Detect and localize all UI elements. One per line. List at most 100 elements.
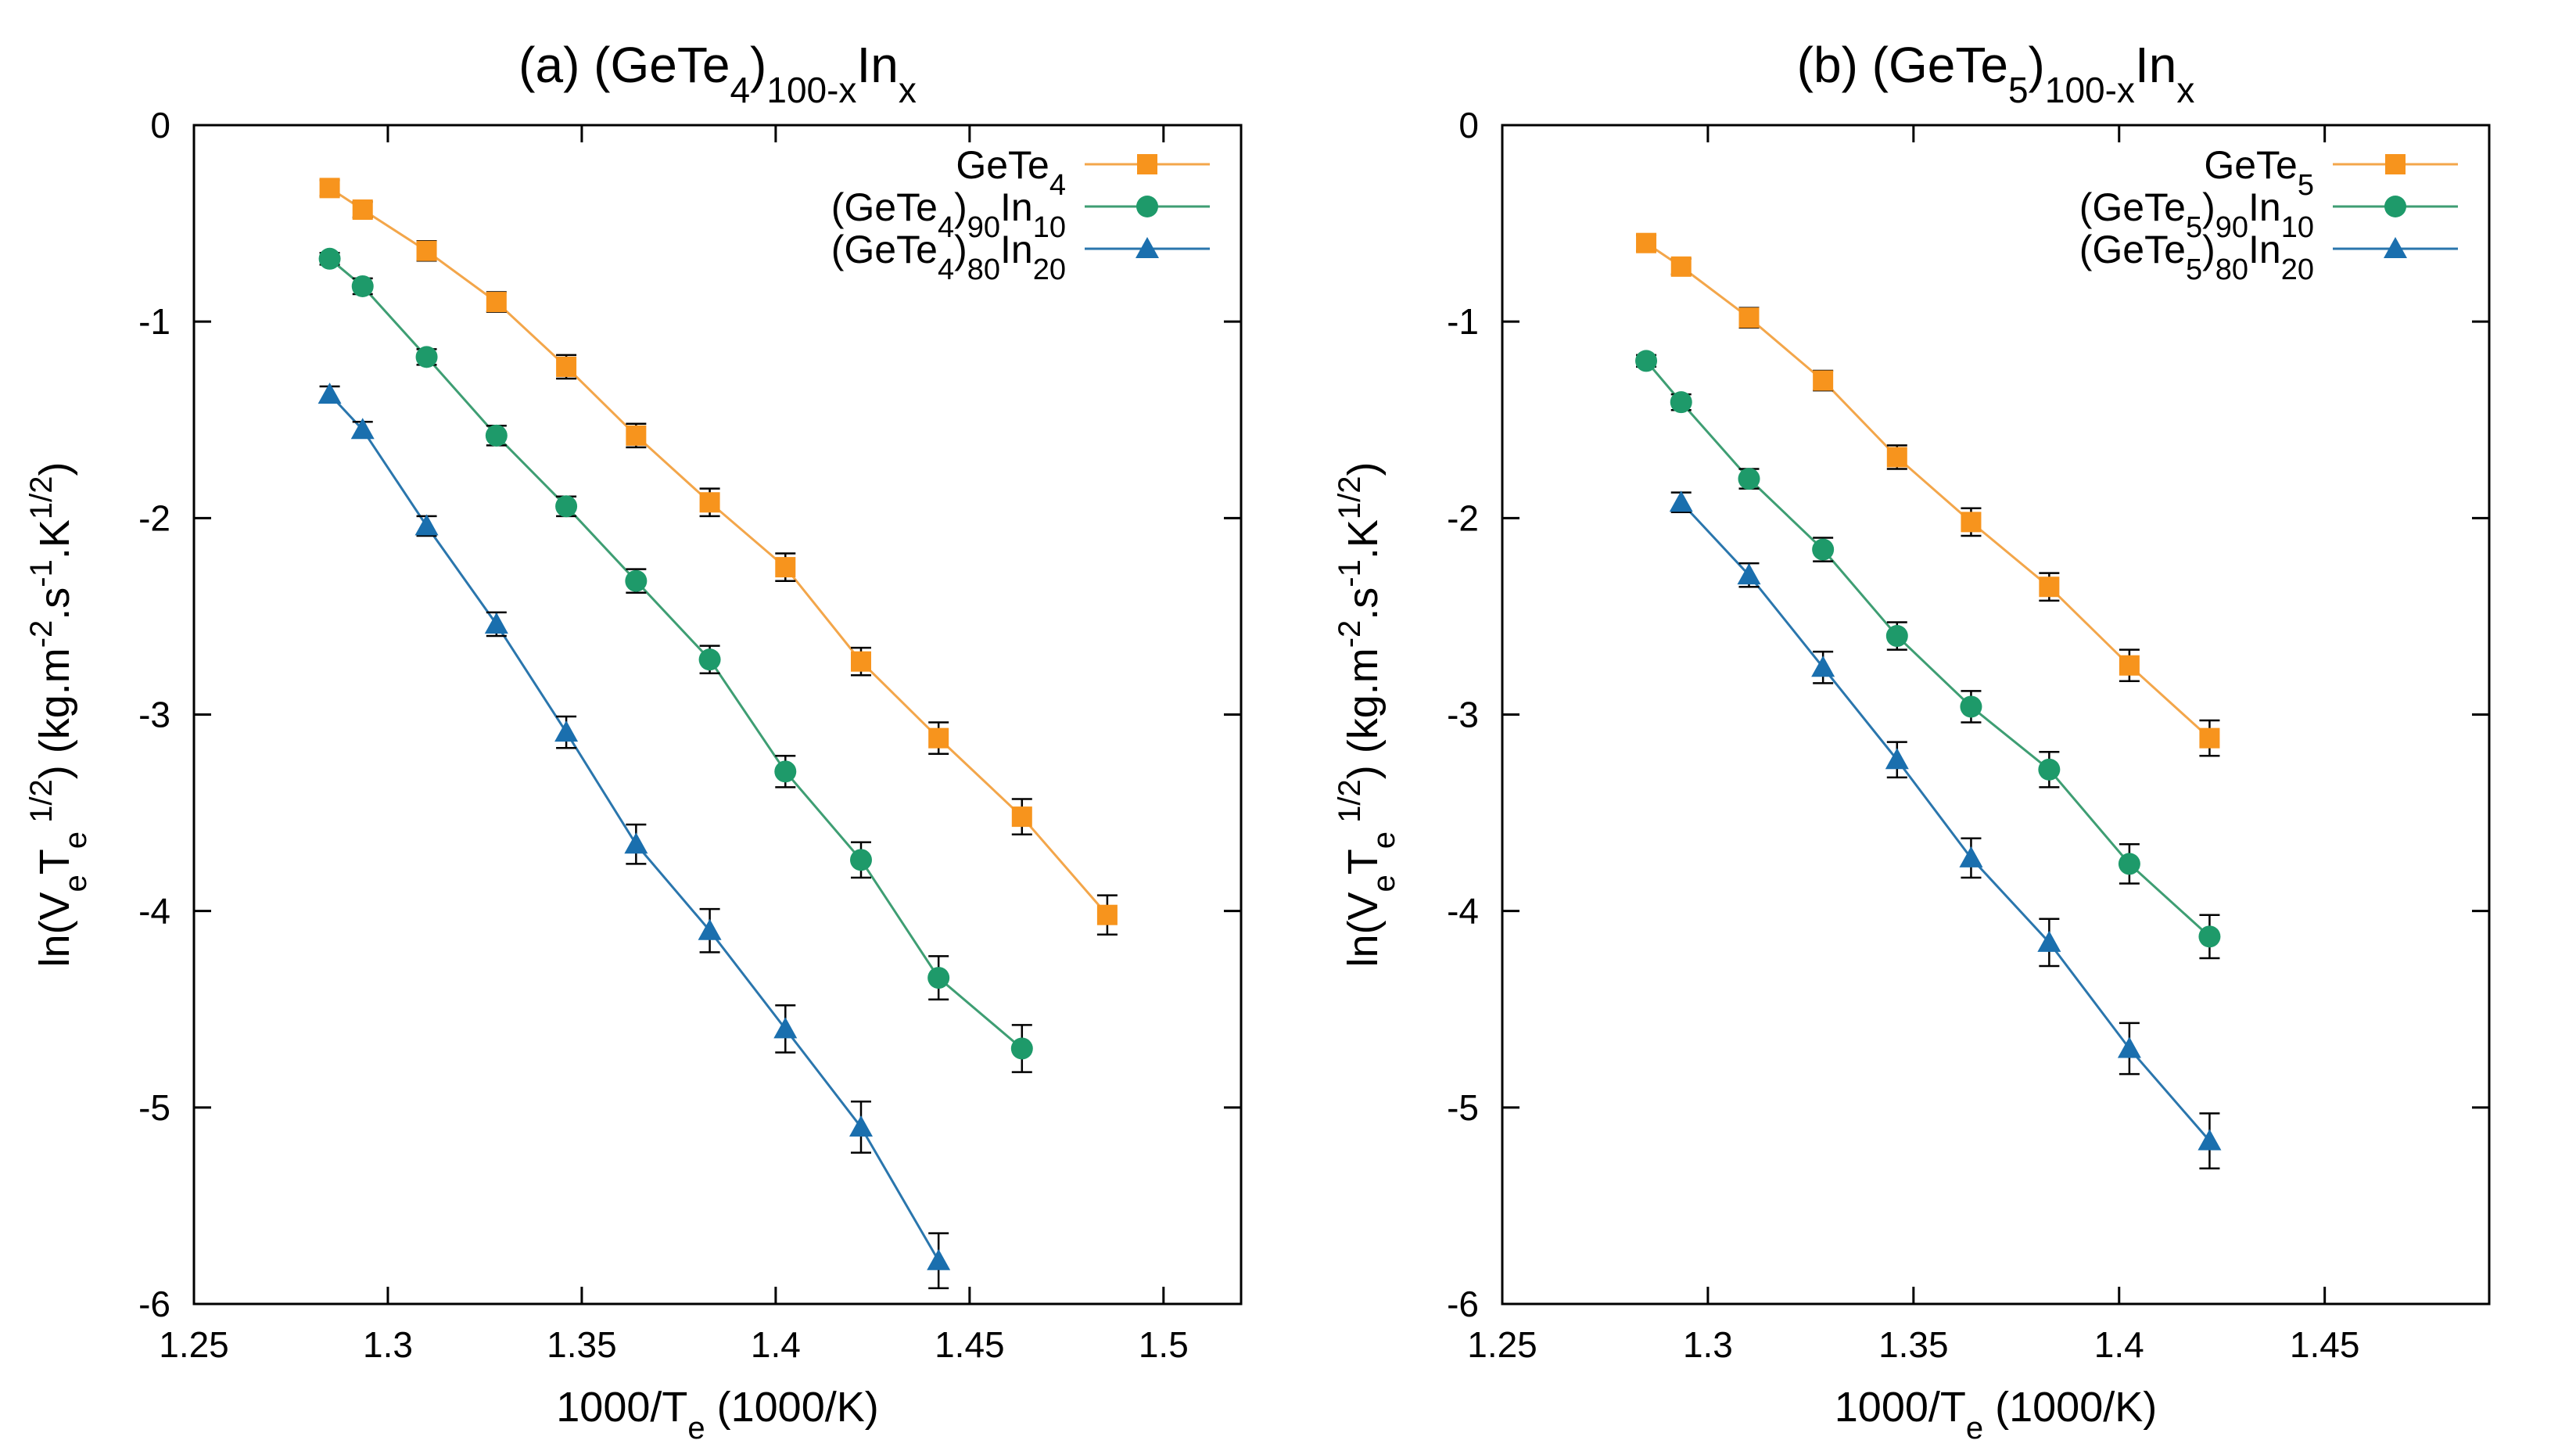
- data-point: [2198, 925, 2221, 948]
- data-point: [2117, 1036, 2141, 1058]
- data-point: [1096, 904, 1118, 925]
- data-point: [1885, 748, 1909, 770]
- data-point: [318, 383, 342, 404]
- data-point: [414, 514, 439, 536]
- legend-text: In: [1000, 228, 1033, 271]
- legend-subscript: 4: [938, 211, 954, 244]
- data-point: [1811, 655, 1835, 677]
- data-point: [1636, 232, 1657, 253]
- data-point: [773, 1017, 798, 1039]
- data-point: [1813, 370, 1834, 391]
- data-point: [1959, 846, 1983, 867]
- legend-subscript: 5: [2298, 169, 2314, 202]
- y-label-text: ln(V: [31, 892, 78, 967]
- data-point: [928, 727, 949, 749]
- data-point: [556, 356, 577, 377]
- data-point: [1885, 625, 1908, 648]
- data-point: [2038, 758, 2061, 781]
- y-label-text: T: [31, 849, 78, 875]
- x-axis-label: 1000/Te (1000/K): [1835, 1384, 2158, 1446]
- legend-subscript: 10: [2281, 211, 2314, 244]
- legend-text: In: [1000, 185, 1033, 229]
- data-point: [1670, 391, 1692, 414]
- y-tick-label: -1: [1447, 301, 1479, 342]
- series-line: [1645, 360, 2211, 938]
- y-tick-label: -2: [1447, 497, 1479, 538]
- data-point: [625, 569, 648, 592]
- data-point: [626, 425, 647, 446]
- y-label-sup: 1/2: [1333, 779, 1367, 831]
- y-tick-label: -2: [138, 497, 170, 538]
- y-tick-label: 0: [1458, 105, 1479, 145]
- legend-text: GeTe: [956, 143, 1049, 187]
- data-point: [415, 346, 438, 368]
- data-point: [555, 495, 578, 518]
- data-point: [927, 967, 950, 989]
- y-label-sub: e: [59, 831, 93, 849]
- y-label-sup: -1: [1333, 559, 1367, 587]
- series-line: [328, 187, 1109, 916]
- title-subscript: 5: [2008, 70, 2029, 110]
- legend-marker: [1136, 237, 1159, 258]
- data-point: [1960, 695, 1982, 718]
- legend-label: (GeTe4)80In20: [831, 228, 1066, 286]
- data-point: [698, 648, 721, 671]
- legend-subscript: 5: [2186, 253, 2202, 286]
- x-tick-label: 1.5: [1139, 1324, 1189, 1365]
- x-axis-label: 1000/Te (1000/K): [556, 1384, 879, 1446]
- legend-entry: (GeTe4)80In20: [831, 228, 1210, 286]
- series-line: [328, 257, 1023, 1050]
- series-2: [1669, 490, 2222, 1169]
- y-axis-label: ln(VeTe 1/2) (kg.m-2.s-1.K1/2): [24, 462, 93, 967]
- panel-title: (a) (GeTe4)100-xInx: [518, 37, 917, 110]
- series-2: [318, 383, 951, 1290]
- y-label-text: ln(V: [1340, 892, 1387, 967]
- title-subscript: 4: [730, 70, 750, 110]
- legend-subscript: 4: [1049, 169, 1066, 202]
- x-label-text: (1000/K): [1983, 1384, 2157, 1431]
- y-label-text: .K: [1340, 519, 1387, 559]
- x-tick-label: 1.25: [159, 1324, 229, 1365]
- data-point: [486, 292, 507, 313]
- y-label-sup: -2: [1333, 620, 1367, 648]
- data-point: [1010, 1037, 1033, 1060]
- legend-text: GeTe: [2204, 143, 2298, 187]
- series-line: [1680, 501, 2211, 1142]
- legend-label: (GeTe4)90In10: [831, 185, 1066, 244]
- data-point: [850, 651, 871, 672]
- legend-marker: [2384, 237, 2407, 258]
- legend-text: In: [2248, 185, 2281, 229]
- data-point: [698, 918, 722, 940]
- panel-a: 1.25 1.3 1.35 1.4 1.45 1.5 0 -1 -2 -3 -4 -5 -6 (a) (G…: [24, 37, 1243, 1446]
- data-point: [1738, 468, 1760, 490]
- x-tick-label: 1.35: [547, 1324, 617, 1365]
- y-label-sub: e: [1367, 875, 1401, 892]
- legend-marker: [1136, 196, 1158, 217]
- x-tick-label: 1.4: [751, 1324, 801, 1365]
- y-label-text: .s: [31, 587, 78, 620]
- title-text: In: [856, 37, 898, 93]
- plot-frame: [192, 124, 1243, 1306]
- panel-title: (b) (GeTe5)100-xInx: [1797, 37, 2195, 110]
- data-point: [484, 612, 508, 634]
- x-tick-label: 1.25: [1467, 1324, 1537, 1365]
- data-point: [1635, 350, 1658, 372]
- data-point: [1737, 563, 1761, 585]
- legend-entry: (GeTe5)80In20: [2079, 228, 2458, 286]
- y-label-sup: 1/2: [1333, 476, 1367, 519]
- title-subscript: 100-x: [2045, 70, 2135, 110]
- data-point: [624, 832, 648, 854]
- plot-frame: [1501, 124, 2491, 1306]
- title-text: (a) (GeTe: [518, 37, 730, 93]
- data-point: [927, 1248, 951, 1270]
- data-point: [775, 557, 796, 578]
- y-tick-label: -6: [138, 1284, 170, 1324]
- legend-entry: (GeTe5)90In10: [2079, 185, 2458, 244]
- y-tick-label: -5: [1447, 1087, 1479, 1128]
- legend-entry: GeTe5: [2204, 143, 2458, 202]
- x-tick-label: 1.35: [1878, 1324, 1949, 1365]
- data-point: [699, 492, 720, 513]
- data-point: [2199, 727, 2220, 749]
- series-1: [318, 247, 1033, 1073]
